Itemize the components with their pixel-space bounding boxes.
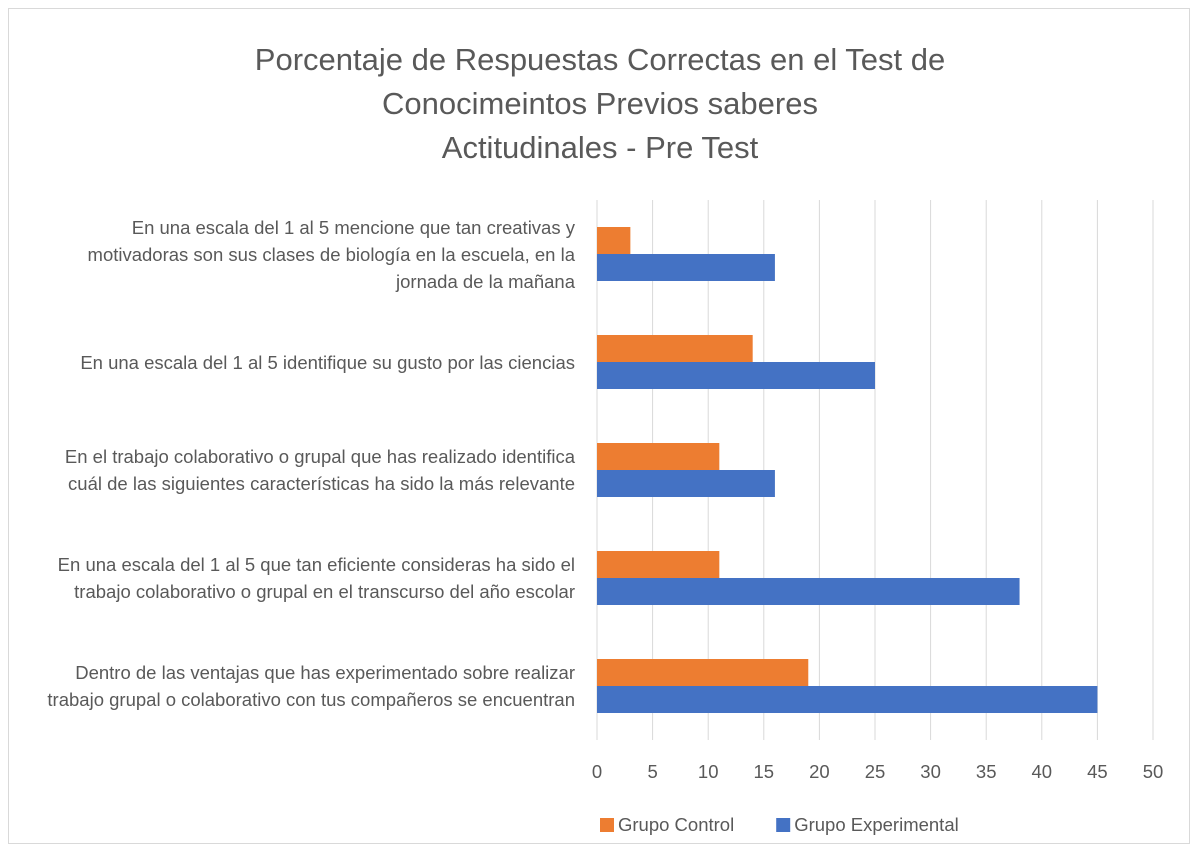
y-tick-label: Dentro de las ventajas que has experimen… — [47, 662, 575, 710]
x-tick-label: 40 — [1032, 761, 1053, 782]
bar — [597, 227, 631, 254]
bar — [597, 686, 1098, 713]
legend-label: Grupo Control — [618, 814, 734, 835]
legend-label: Grupo Experimental — [794, 814, 959, 835]
y-tick-label: En una escala del 1 al 5 mencione que ta… — [87, 216, 575, 292]
legend-swatch — [600, 818, 614, 832]
x-tick-label: 50 — [1143, 761, 1164, 782]
bar — [597, 659, 809, 686]
bar — [597, 362, 875, 389]
x-tick-label: 25 — [865, 761, 886, 782]
x-tick-label: 5 — [647, 761, 657, 782]
x-tick-label: 10 — [698, 761, 719, 782]
legend-swatch — [776, 818, 791, 832]
x-tick-label: 0 — [592, 761, 602, 782]
x-tick-label: 20 — [809, 761, 830, 782]
x-tick-label: 35 — [976, 761, 997, 782]
bar — [597, 254, 775, 281]
x-tick-label: 30 — [920, 761, 941, 782]
bar — [597, 443, 720, 470]
chart-title: Porcentaje de Respuestas Correctas en el… — [254, 42, 946, 165]
bar — [597, 470, 775, 497]
chart-frame — [8, 8, 1190, 844]
x-tick-label: 45 — [1087, 761, 1108, 782]
x-tick-label: 15 — [754, 761, 775, 782]
bar — [597, 551, 720, 578]
bar — [597, 578, 1020, 605]
y-tick-label: En el trabajo colaborativo o grupal que … — [64, 446, 575, 494]
y-tick-label: En una escala del 1 al 5 que tan eficien… — [57, 554, 575, 602]
y-tick-label: En una escala del 1 al 5 identifique su … — [80, 351, 575, 373]
bar — [597, 335, 753, 362]
